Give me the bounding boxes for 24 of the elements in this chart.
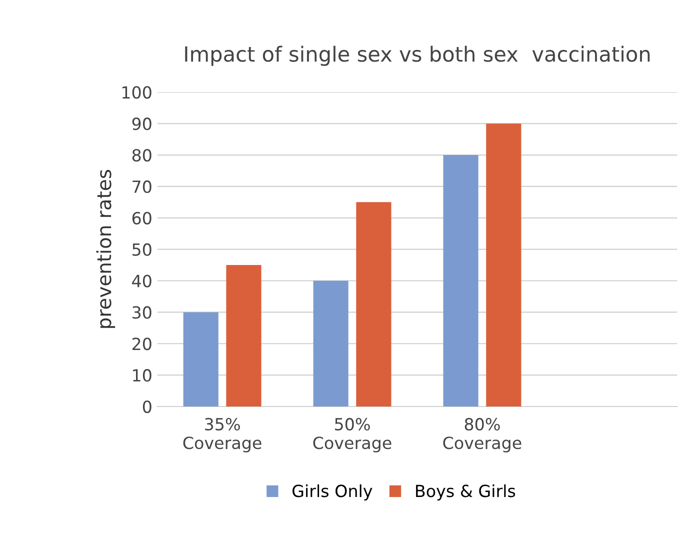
bar (183, 312, 218, 406)
y-axis-title: prevention rates (96, 170, 116, 328)
y-tick-label: 0 (142, 400, 152, 414)
x-tick-label: 80% Coverage (443, 418, 522, 452)
x-tick-label: 35% Coverage (183, 418, 262, 452)
legend-label: Girls Only (292, 484, 372, 500)
y-tick-label: 20 (132, 338, 152, 350)
y-tick-label: 50 (132, 243, 152, 256)
y-tick-label: 60 (132, 212, 152, 224)
chart-title: Impact of single sex vs both sex vaccination (185, 46, 650, 66)
y-tick-label: 100 (122, 86, 152, 99)
y-tick-label: 90 (132, 118, 152, 130)
y-tick-label: 10 (133, 369, 152, 382)
bar (226, 265, 262, 406)
legend-label: Boys & Girls (416, 484, 516, 500)
bar (486, 124, 522, 406)
x-tick-label: 50% Coverage (313, 418, 392, 452)
bar (313, 280, 348, 406)
y-tick-label: 40 (132, 274, 152, 288)
y-tick-label: 70 (132, 180, 152, 194)
bar (356, 202, 392, 406)
y-tick-label: 30 (132, 306, 152, 319)
y-tick-label: 80 (132, 148, 152, 162)
bar (443, 155, 478, 406)
